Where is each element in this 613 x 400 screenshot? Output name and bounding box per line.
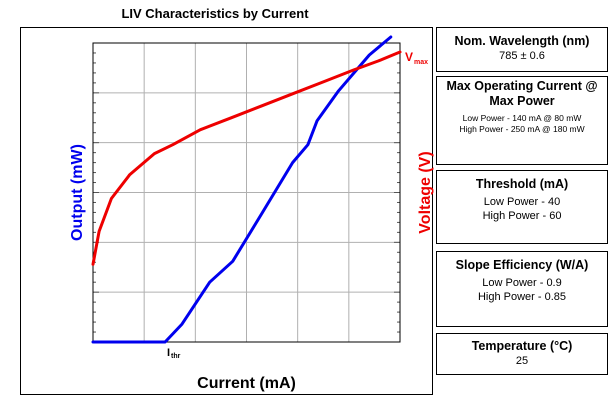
output-power-curve xyxy=(91,35,393,344)
y-axis-label-output: Output (mW) xyxy=(69,144,86,241)
voltage-curve xyxy=(91,50,402,266)
threshold-title: Threshold (mA) xyxy=(475,177,569,191)
chart-frame xyxy=(20,27,433,395)
max-current-low: Low Power - 140 mA @ 80 mW xyxy=(462,113,582,123)
wavelength-box: Nom. Wavelength (nm) 785 ± 0.6 xyxy=(436,27,608,72)
series xyxy=(91,35,402,344)
wavelength-title: Nom. Wavelength (nm) xyxy=(454,34,590,48)
slope-efficiency-box: Slope Efficiency (W/A) Low Power - 0.9 H… xyxy=(436,251,608,327)
threshold-annotation: I thr xyxy=(167,347,181,360)
max-current-title: Max Operating Current @ Max Power xyxy=(446,79,598,108)
vmax-label: V xyxy=(405,50,413,64)
plot-area xyxy=(92,42,401,343)
slope-efficiency-low: Low Power - 0.9 xyxy=(482,277,562,289)
threshold-label: I xyxy=(167,347,170,359)
wavelength-value: 785 ± 0.6 xyxy=(499,50,545,62)
threshold-box: Threshold (mA) Low Power - 40 High Power… xyxy=(436,170,608,244)
vmax-annotation: V max xyxy=(405,50,428,66)
threshold-high: High Power - 60 xyxy=(482,210,562,222)
grid xyxy=(93,43,400,342)
vmax-label-subscript: max xyxy=(414,59,428,66)
threshold-low: Low Power - 40 xyxy=(483,196,561,208)
threshold-label-subscript: thr xyxy=(171,353,181,360)
max-current-high: High Power - 250 mA @ 180 mW xyxy=(459,124,585,134)
slope-efficiency-high: High Power - 0.85 xyxy=(477,291,567,303)
temperature-title: Temperature (°C) xyxy=(471,339,573,353)
max-current-box: Max Operating Current @ Max Power Low Po… xyxy=(436,76,608,165)
y-axis-label-voltage: Voltage (V) xyxy=(417,151,434,233)
x-axis-label: Current (mA) xyxy=(197,375,296,392)
temperature-value: 25 xyxy=(515,355,529,367)
temperature-box: Temperature (°C) 25 xyxy=(436,333,608,375)
slope-efficiency-title: Slope Efficiency (W/A) xyxy=(455,258,589,272)
chart-title: LIV Characteristics by Current xyxy=(121,6,309,21)
